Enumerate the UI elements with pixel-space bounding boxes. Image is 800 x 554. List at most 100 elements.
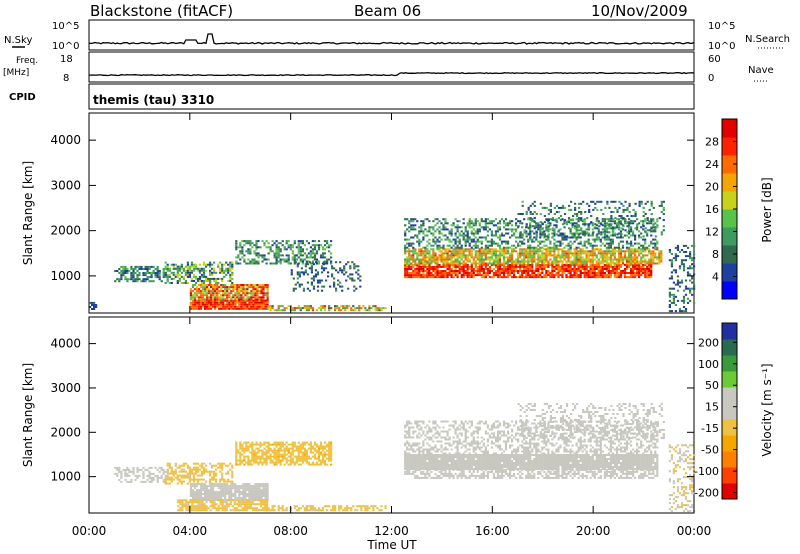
range-gate-cell (211, 273, 214, 276)
range-gate-cell (197, 301, 201, 304)
range-gate-cell (571, 274, 574, 277)
range-gate-cell (442, 244, 445, 247)
range-gate-cell (527, 227, 530, 230)
range-gate-cell (474, 256, 477, 259)
range-gate-cell (456, 226, 459, 229)
range-gate-cell (176, 478, 179, 481)
range-gate-cell (535, 231, 538, 234)
range-gate-cell (420, 274, 423, 277)
range-gate-cell (466, 265, 469, 268)
range-gate-cell (454, 218, 457, 221)
range-gate-cell (180, 271, 183, 274)
range-gate-cell (613, 274, 616, 277)
range-gate-cell (470, 272, 473, 274)
range-gate-cell (568, 217, 571, 220)
range-gate-cell (638, 236, 641, 239)
range-gate-cell (565, 238, 568, 241)
range-gate-cell (238, 290, 241, 293)
range-gate-cell (228, 294, 231, 297)
range-gate-cell (609, 274, 612, 277)
range-gate-cell (269, 248, 272, 251)
range-gate-cell (339, 267, 342, 270)
range-gate-cell (174, 476, 177, 479)
colorbar-segment (722, 155, 737, 174)
range-gate-cell (452, 248, 455, 251)
range-gate-cell (275, 254, 278, 257)
range-gate-cell (128, 468, 131, 471)
range-gate-cell (531, 252, 534, 255)
range-gate-cell (462, 238, 465, 241)
range-gate-cell (211, 503, 214, 506)
range-gate-cell (488, 272, 491, 274)
range-gate-cell (255, 252, 258, 255)
range-gate-cell (561, 270, 564, 272)
range-gate-cell (615, 268, 619, 270)
range-gate-cell (315, 258, 319, 261)
range-gate-cell (579, 272, 582, 274)
range-gate-cell (222, 290, 225, 293)
range-gate-cell (591, 238, 594, 241)
range-gate-cell (486, 270, 489, 272)
range-gate-cell (621, 260, 625, 263)
range-gate-cell (416, 272, 419, 274)
range-gate-cell (630, 260, 633, 263)
range-gate-cell (456, 250, 459, 253)
range-gate-cell (557, 244, 560, 247)
range-gate-cell (226, 483, 229, 486)
range-gate-cell (160, 476, 163, 479)
range-gate-cell (691, 267, 694, 270)
range-gate-cell (262, 489, 265, 492)
range-gate-cell (648, 250, 651, 253)
range-gate-cell (197, 288, 201, 291)
range-gate-cell (527, 262, 530, 265)
range-gate-cell (610, 227, 613, 230)
range-gate-cell (220, 495, 223, 497)
range-gate-cell (315, 252, 319, 255)
range-gate-cell (240, 491, 243, 493)
range-gate-cell (181, 501, 184, 504)
range-gate-cell (509, 228, 512, 231)
range-gate-cell (612, 211, 615, 213)
colorbar-tick-label: 28 (705, 136, 719, 149)
range-gate-cell (230, 495, 233, 497)
range-gate-cell (500, 240, 504, 243)
range-gate-cell (120, 276, 123, 279)
range-gate-cell (650, 254, 653, 257)
range-gate-cell (555, 246, 558, 249)
range-gate-cell (539, 265, 542, 268)
range-gate-cell (410, 250, 413, 253)
range-gate-cell (549, 254, 552, 257)
range-gate-cell (581, 220, 584, 223)
range-gate-cell (206, 290, 209, 293)
range-gate-cell (242, 288, 245, 291)
range-gate-cell (456, 248, 459, 251)
range-gate-cell (579, 258, 582, 261)
range-gate-cell (191, 501, 194, 504)
range-gate-cell (587, 238, 590, 241)
range-gate-cell (264, 487, 267, 490)
range-gate-cell (597, 270, 600, 272)
range-gate-cell (656, 220, 659, 223)
range-gate-cell (362, 305, 365, 308)
range-gate-cell (559, 219, 563, 222)
range-gate-cell (197, 505, 200, 508)
range-gate-cell (335, 289, 338, 292)
range-gate-cell (118, 470, 121, 473)
range-gate-cell (476, 238, 479, 241)
range-gate-cell (531, 262, 534, 265)
range-gate-cell (297, 256, 300, 259)
range-gate-cell (252, 296, 255, 299)
range-gate-cell (656, 224, 659, 227)
range-gate-cell (490, 262, 493, 265)
range-gate-cell (318, 281, 322, 284)
range-gate-cell (346, 307, 349, 310)
range-gate-cell (412, 258, 415, 261)
range-gate-cell (575, 270, 578, 272)
range-gate-cell (210, 495, 213, 497)
range-gate-cell (266, 301, 269, 304)
range-gate-cell (569, 240, 572, 243)
range-gate-cell (498, 250, 502, 253)
data-region (235, 240, 333, 265)
range-gate-cell (309, 262, 312, 265)
range-gate-cell (221, 269, 224, 272)
